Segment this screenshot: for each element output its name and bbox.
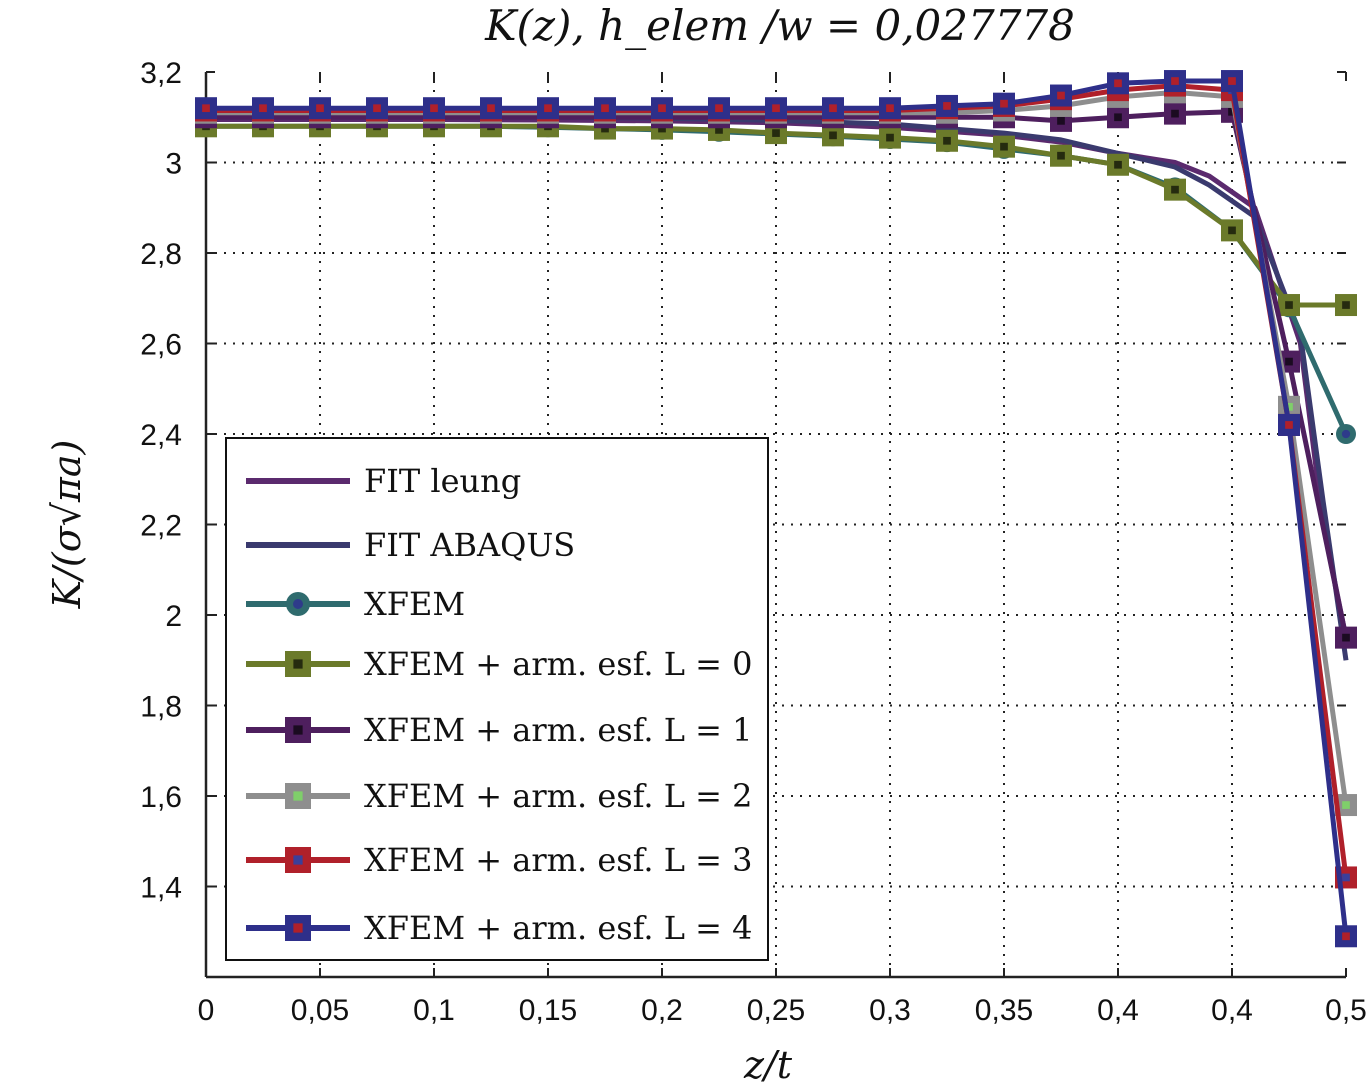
- series-8: [195, 70, 1357, 948]
- data-point-center: [1341, 429, 1351, 439]
- data-point-center: [943, 102, 951, 110]
- legend-swatch-marker-center: [293, 923, 303, 933]
- legend-swatch-marker-center: [293, 659, 303, 669]
- legend-item: XFEM + arm. esf. L = 0: [246, 645, 753, 683]
- data-point-center: [373, 104, 381, 113]
- data-point-center: [1342, 932, 1350, 941]
- data-point-center: [1057, 151, 1065, 160]
- tick-labels: 0 0,05 0,1 0,15 0,2 0,25 0,3 0,35 0,4 0,4 0,5 1,4 1,…: [140, 57, 1367, 1027]
- data-point-center: [259, 104, 267, 113]
- x-tick-label: 0,5: [1325, 994, 1367, 1027]
- x-tick-label: 0,1: [413, 994, 455, 1027]
- data-point-center: [1000, 142, 1008, 151]
- data-point-center: [1057, 117, 1065, 125]
- data-point-center: [1114, 79, 1122, 88]
- legend-swatch-marker-center: [293, 599, 303, 609]
- data-point-center: [316, 104, 324, 113]
- legend-item: XFEM + arm. esf. L = 3: [246, 841, 753, 879]
- data-point-center: [1171, 77, 1179, 85]
- data-point-center: [1285, 357, 1293, 366]
- x-tick-label: 0,3: [869, 994, 911, 1027]
- x-tick-label: 0,25: [747, 994, 805, 1027]
- data-point-center: [1285, 301, 1293, 309]
- y-tick-label: 2,2: [140, 510, 182, 543]
- legend-item: XFEM: [246, 585, 465, 623]
- data-point-center: [715, 104, 723, 113]
- data-point-center: [943, 136, 951, 145]
- legend-label: XFEM + arm. esf. L = 4: [364, 909, 753, 947]
- data-point-center: [1228, 226, 1236, 235]
- legend-label: XFEM + arm. esf. L = 3: [364, 841, 753, 879]
- legend: FIT leung FIT ABAQUS XFEM XFEM + arm. esf. …: [225, 437, 769, 961]
- x-tick-label: 0,2: [641, 994, 683, 1027]
- x-tick-label: 0,4: [1097, 994, 1139, 1027]
- data-point-center: [601, 124, 609, 133]
- y-tick-label: 2,8: [140, 238, 182, 271]
- y-tick-label: 1,8: [140, 691, 182, 724]
- data-point-center: [715, 126, 723, 134]
- data-point-center: [1057, 91, 1065, 100]
- data-point-center: [1342, 873, 1350, 882]
- data-point-center: [430, 104, 438, 113]
- x-tick-label: 0,05: [291, 994, 349, 1027]
- y-tick-label: 2,4: [140, 419, 182, 452]
- y-tick-label: 3: [165, 148, 182, 181]
- data-point-center: [1114, 160, 1122, 169]
- legend-swatch-marker-center: [293, 725, 303, 735]
- y-axis-label: K/(σ√πa): [45, 440, 89, 610]
- legend-label: FIT ABAQUS: [364, 526, 575, 564]
- legend-box: [225, 437, 769, 961]
- data-point-center: [658, 104, 666, 113]
- data-point-center: [1285, 403, 1293, 411]
- data-point-center: [1342, 301, 1350, 309]
- x-tick-label: 0,15: [519, 994, 577, 1027]
- y-tick-label: 3,2: [140, 57, 182, 90]
- x-tick-label: 0: [198, 994, 215, 1027]
- data-point-center: [601, 104, 609, 113]
- data-point-center: [886, 133, 894, 142]
- x-tick-label: 0,35: [975, 994, 1033, 1027]
- data-point-center: [1285, 421, 1293, 429]
- legend-swatch-marker: [285, 717, 311, 743]
- data-point-center: [1171, 185, 1179, 194]
- data-point-center: [544, 104, 552, 113]
- data-point-center: [886, 104, 894, 113]
- legend-label: XFEM + arm. esf. L = 1: [364, 711, 753, 749]
- legend-item: FIT leung: [246, 462, 521, 500]
- legend-item: XFEM + arm. esf. L = 1: [246, 711, 753, 749]
- series-4: [195, 115, 1357, 317]
- y-tick-label: 2,6: [140, 329, 182, 362]
- data-point-center: [1342, 633, 1350, 642]
- data-point-center: [1114, 113, 1122, 122]
- legend-item: XFEM + arm. esf. L = 2: [246, 777, 753, 815]
- y-tick-label: 1,4: [140, 872, 182, 905]
- data-point-center: [1342, 801, 1350, 809]
- data-point-center: [772, 129, 780, 137]
- x-tick-label: 0,4: [1211, 994, 1253, 1027]
- legend-label: XFEM: [364, 585, 465, 623]
- y-tick-label: 2: [165, 600, 182, 633]
- data-point-center: [658, 124, 666, 133]
- legend-label: XFEM + arm. esf. L = 2: [364, 777, 753, 815]
- legend-swatch-marker-center: [293, 855, 303, 865]
- x-axis-label: z/t: [743, 1043, 793, 1087]
- series-layer: [195, 70, 1357, 948]
- y-tick-label: 1,6: [140, 781, 182, 814]
- data-point-center: [1000, 99, 1008, 108]
- data-point-center: [202, 104, 210, 113]
- legend-label: XFEM + arm. esf. L = 0: [364, 645, 753, 683]
- legend-swatch-marker-center: [293, 791, 303, 801]
- data-point-center: [1228, 77, 1236, 85]
- legend-item: FIT ABAQUS: [246, 526, 575, 564]
- legend-item: XFEM + arm. esf. L = 4: [246, 909, 753, 947]
- chart-title: K(z), h_elem /w = 0,027778: [484, 1, 1075, 50]
- data-point-center: [829, 131, 837, 140]
- data-point-center: [487, 104, 495, 113]
- data-point-center: [1171, 109, 1179, 118]
- data-point-center: [1228, 107, 1236, 116]
- legend-label: FIT leung: [364, 462, 521, 500]
- data-point-center: [772, 104, 780, 113]
- data-point-center: [829, 104, 837, 113]
